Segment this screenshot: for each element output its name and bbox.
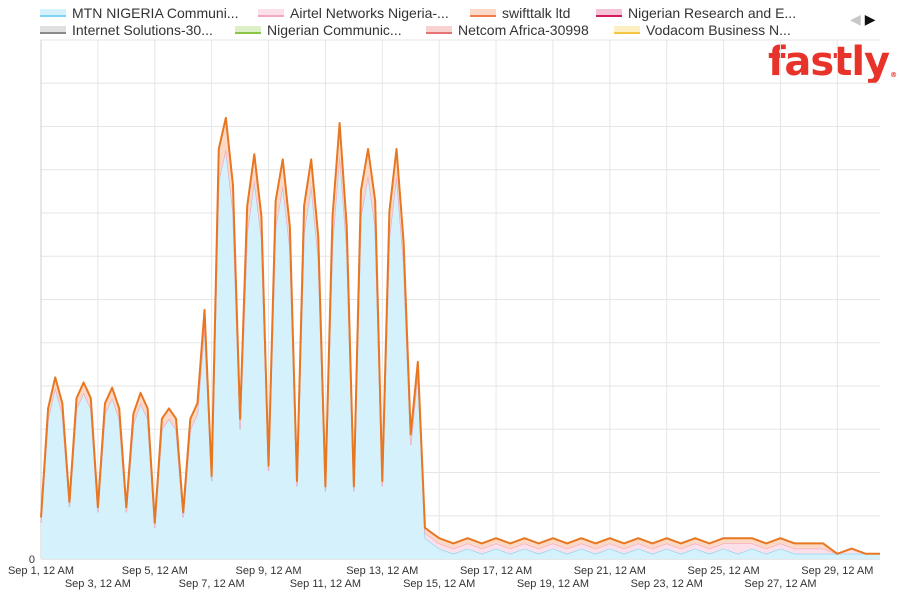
legend-label: Airtel Networks Nigeria-... (290, 5, 449, 21)
legend-label: swifttalk ltd (502, 5, 571, 21)
x-tick-label: Sep 15, 12 AM (403, 578, 475, 590)
legend-label: Nigerian Communic... (267, 22, 402, 38)
x-tick-label: Sep 23, 12 AM (631, 578, 703, 590)
x-tick-label: Sep 17, 12 AM (460, 565, 532, 577)
legend-item-nigerian-research[interactable]: Nigerian Research and E... (596, 4, 796, 22)
x-tick-label: Sep 3, 12 AM (65, 578, 131, 590)
legend-item-swifttalk[interactable]: swifttalk ltd (470, 4, 570, 22)
x-tick-label: Sep 27, 12 AM (744, 578, 816, 590)
legend-item-airtel[interactable]: Airtel Networks Nigeria-... (258, 4, 449, 22)
x-tick-label: Sep 11, 12 AM (290, 578, 361, 590)
legend-item-mtn[interactable]: MTN NIGERIA Communi... (40, 4, 238, 22)
x-tick-label: Sep 5, 12 AM (122, 565, 188, 577)
total-line (40, 116, 880, 555)
chart-legend: MTN NIGERIA Communi... Airtel Networks N… (40, 4, 840, 40)
legend-swatch (40, 26, 66, 34)
x-tick-label: Sep 21, 12 AM (574, 565, 646, 577)
legend-swatch (258, 9, 284, 17)
registered-mark: ® (890, 71, 897, 79)
area-series-0 (41, 148, 880, 560)
x-tick-label: Sep 19, 12 AM (517, 578, 589, 590)
arrow-right-icon[interactable]: ▶ (864, 11, 876, 27)
legend-item-vodacom[interactable]: Vodacom Business N... (614, 21, 791, 39)
legend-swatch (426, 26, 452, 34)
x-tick-label: Sep 25, 12 AM (687, 565, 759, 577)
legend-item-internet-solutions[interactable]: Internet Solutions-30... (40, 21, 213, 39)
legend-label: Vodacom Business N... (646, 22, 791, 38)
legend-swatch (596, 9, 622, 17)
legend-pager: ◀ ▶ (850, 12, 876, 26)
arrow-left-icon[interactable]: ◀ (850, 11, 861, 27)
fastly-logo: fastly ® (768, 39, 897, 85)
legend-swatch (614, 26, 640, 34)
x-tick-label: Sep 9, 12 AM (236, 565, 302, 577)
legend-label: Netcom Africa-30998 (458, 22, 589, 38)
x-tick-label: Sep 13, 12 AM (346, 565, 418, 577)
y-tick-label: 0 (29, 554, 35, 566)
legend-item-netcom[interactable]: Netcom Africa-30998 (426, 21, 589, 39)
legend-swatch (470, 9, 496, 17)
legend-label: Nigerian Research and E... (628, 5, 797, 21)
legend-label: MTN NIGERIA Communi... (72, 5, 239, 21)
x-tick-label: Sep 7, 12 AM (179, 578, 245, 590)
logo-text: fastly (768, 39, 890, 85)
x-tick-label: Sep 1, 12 AM (8, 565, 74, 577)
legend-swatch (40, 9, 66, 17)
legend-item-nigerian-communic[interactable]: Nigerian Communic... (235, 21, 402, 39)
legend-swatch (235, 26, 261, 34)
x-tick-label: Sep 29, 12 AM (801, 565, 873, 577)
legend-label: Internet Solutions-30... (72, 22, 213, 38)
